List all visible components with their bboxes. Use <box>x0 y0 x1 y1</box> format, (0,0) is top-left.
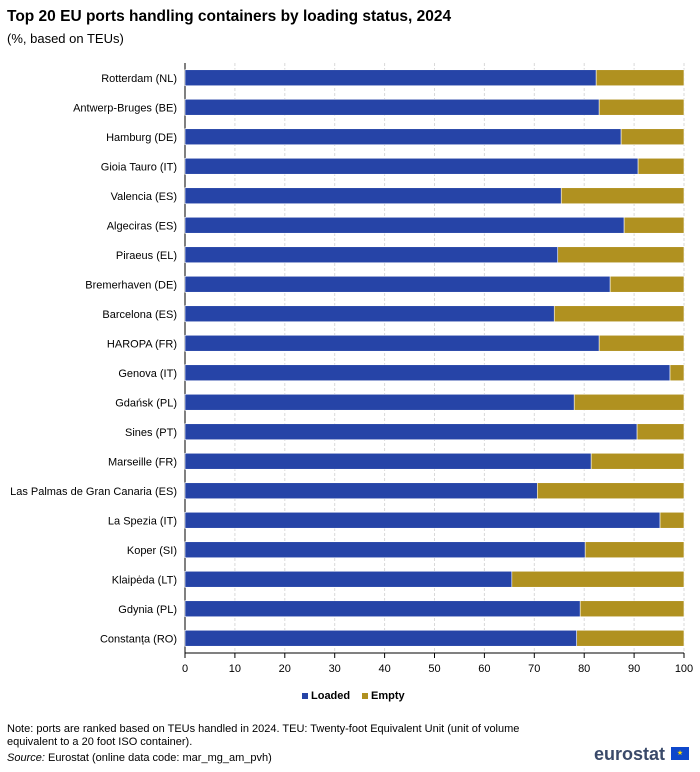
chart-area: 0 10 20 30 40 50 60 70 80 90 100 Rotterdam (NL) Antw… <box>10 63 693 702</box>
x-tick-label: 70 <box>528 663 540 675</box>
category-label: Valencia (ES) <box>111 191 177 203</box>
bar-empty <box>598 334 685 352</box>
bar-empty <box>576 629 685 647</box>
bar-empty <box>636 423 685 441</box>
category-label: Las Palmas de Gran Canaria (ES) <box>10 486 177 498</box>
x-tick-label: 20 <box>279 663 291 675</box>
bar-loaded <box>184 275 611 293</box>
category-label: Klaipėda (LT) <box>112 574 177 586</box>
eu-flag-icon: ★ <box>671 747 689 760</box>
bar-empty <box>623 216 685 234</box>
bar-empty <box>595 69 685 87</box>
eurostat-logo: eurostat <box>594 744 666 764</box>
legend-swatch-loaded <box>302 693 308 699</box>
bar-empty <box>598 98 685 116</box>
bar-empty <box>560 187 685 205</box>
x-tick-label: 0 <box>182 663 188 675</box>
category-label: HAROPA (FR) <box>107 338 177 350</box>
bar-empty <box>573 393 685 411</box>
category-label: Piraeus (EL) <box>116 250 177 262</box>
x-tick-label: 40 <box>378 663 390 675</box>
category-label: Gioia Tauro (IT) <box>101 161 177 173</box>
bar-empty <box>511 570 685 588</box>
bar-empty <box>579 600 685 618</box>
bar-loaded <box>184 364 671 382</box>
category-label: Hamburg (DE) <box>106 132 177 144</box>
bar-loaded <box>184 187 562 205</box>
bar-empty <box>557 246 685 264</box>
category-label: Koper (SI) <box>127 545 177 557</box>
bar-empty <box>536 482 685 500</box>
category-label: Antwerp-Bruges (BE) <box>73 102 177 114</box>
chart-note: Note: ports are ranked based on TEUs han… <box>7 723 520 748</box>
source-text: Eurostat (online data code: mar_mg_am_pv… <box>44 752 272 764</box>
category-label: Sines (PT) <box>125 427 177 439</box>
bar-loaded <box>184 511 661 529</box>
bar-loaded <box>184 570 513 588</box>
x-tick-label: 80 <box>578 663 590 675</box>
bar-loaded <box>184 157 639 175</box>
category-label: Algeciras (ES) <box>107 220 177 232</box>
bar-loaded <box>184 541 586 559</box>
bar-loaded <box>184 305 555 323</box>
source-label: Source: <box>7 752 45 764</box>
bar-loaded <box>184 216 625 234</box>
x-tick-label: 60 <box>478 663 490 675</box>
bar-loaded <box>184 98 600 116</box>
x-tick-label: 30 <box>329 663 341 675</box>
bar-empty <box>620 128 685 146</box>
category-label: Barcelona (ES) <box>102 309 177 321</box>
bar-loaded <box>184 423 638 441</box>
category-label: Gdańsk (PL) <box>115 397 177 409</box>
bar-loaded <box>184 69 597 87</box>
category-label: Constanța (RO) <box>100 633 177 645</box>
legend-swatch-empty <box>362 693 368 699</box>
category-label: Bremerhaven (DE) <box>85 279 177 291</box>
bar-loaded <box>184 452 592 470</box>
category-label: Genova (IT) <box>118 368 177 380</box>
category-label: Rotterdam (NL) <box>101 73 177 85</box>
bar-empty <box>637 157 685 175</box>
bar-empty <box>590 452 685 470</box>
bar-empty <box>609 275 685 293</box>
x-tick-label: 10 <box>229 663 241 675</box>
legend-label-loaded: Loaded <box>311 690 350 702</box>
bar-loaded <box>184 393 575 411</box>
bar-empty <box>659 511 685 529</box>
bar-loaded <box>184 482 538 500</box>
bar-loaded <box>184 334 600 352</box>
x-tick-label: 90 <box>628 663 640 675</box>
bar-empty <box>669 364 685 382</box>
bar-loaded <box>184 600 581 618</box>
category-label: Gdynia (PL) <box>118 604 177 616</box>
chart-title: Top 20 EU ports handling containers by l… <box>7 8 452 25</box>
chart-source: Source: Eurostat (online data code: mar_… <box>7 752 272 764</box>
x-tick-label: 100 <box>675 663 693 675</box>
category-label: La Spezia (IT) <box>108 515 177 527</box>
x-tick-label: 50 <box>428 663 440 675</box>
category-label: Marseille (FR) <box>108 456 177 468</box>
bar-empty <box>553 305 685 323</box>
chart-subtitle: (%, based on TEUs) <box>7 31 124 46</box>
bar-loaded <box>184 246 559 264</box>
legend-label-empty: Empty <box>371 690 406 702</box>
bar-loaded <box>184 128 622 146</box>
bar-empty <box>584 541 685 559</box>
bar-loaded <box>184 629 578 647</box>
